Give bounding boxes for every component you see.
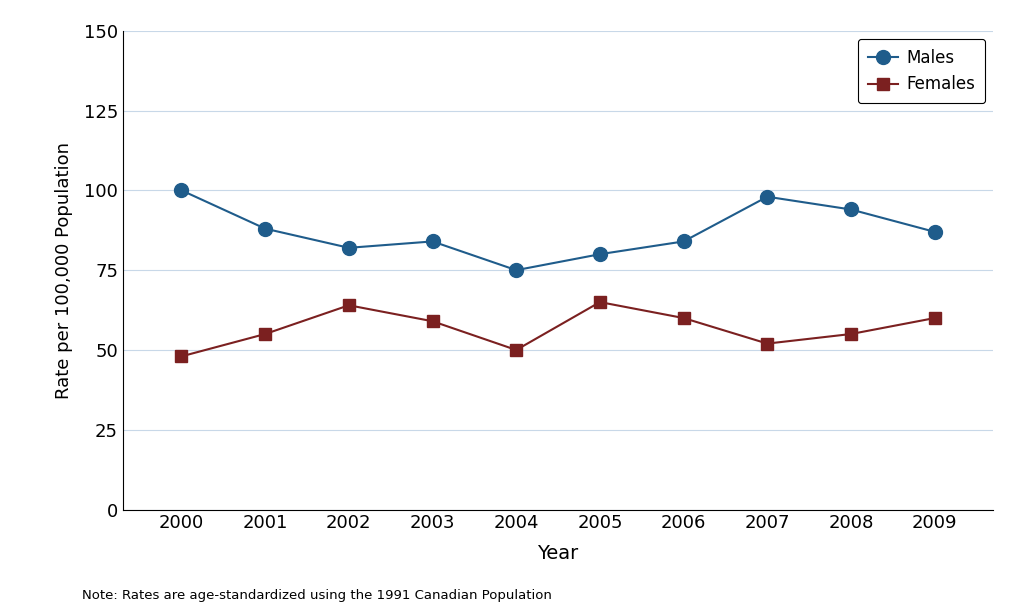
Line: Females: Females — [176, 297, 940, 362]
Legend: Males, Females: Males, Females — [858, 39, 985, 103]
Females — [929, 314, 941, 322]
Y-axis label: Rate per 100,000 Population: Rate per 100,000 Population — [54, 142, 73, 398]
X-axis label: Year: Year — [538, 543, 579, 562]
Females — [845, 330, 857, 338]
Males — [929, 228, 941, 236]
Females — [259, 330, 271, 338]
Females — [510, 346, 522, 354]
Males — [343, 244, 355, 252]
Males — [259, 225, 271, 232]
Males — [678, 238, 690, 245]
Line: Males: Males — [174, 184, 942, 277]
Text: Note: Rates are age-standardized using the 1991 Canadian Population: Note: Rates are age-standardized using t… — [82, 589, 552, 602]
Females — [426, 317, 438, 325]
Females — [343, 301, 355, 309]
Males — [175, 187, 187, 194]
Females — [761, 340, 773, 348]
Males — [761, 193, 773, 200]
Males — [845, 206, 857, 213]
Females — [175, 352, 187, 360]
Females — [594, 298, 606, 306]
Females — [678, 314, 690, 322]
Males — [594, 251, 606, 258]
Males — [510, 266, 522, 274]
Males — [426, 238, 438, 245]
